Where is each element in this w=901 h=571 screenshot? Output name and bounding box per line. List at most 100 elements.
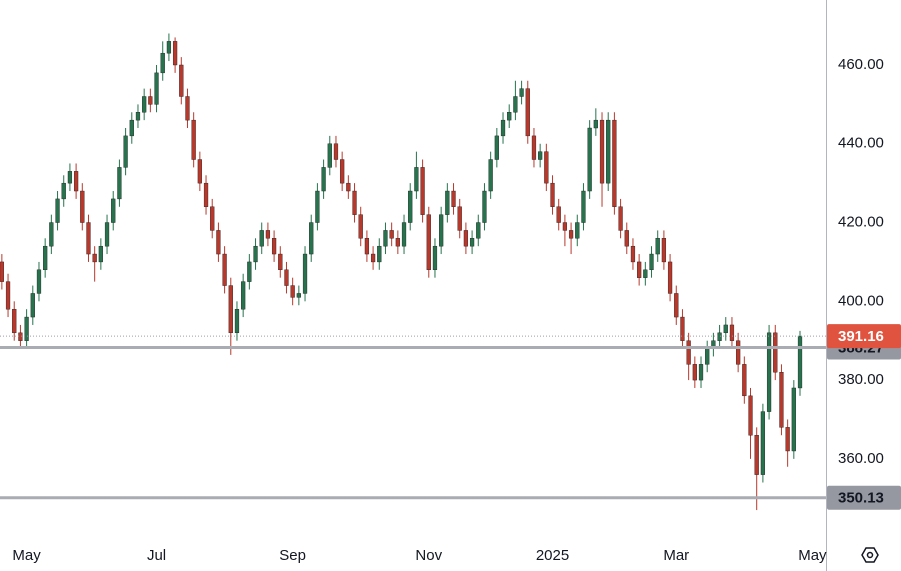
x-tick-label: Jul	[147, 547, 166, 564]
x-tick-label: Nov	[415, 547, 442, 564]
candle-body	[290, 285, 295, 298]
candle-body	[773, 332, 778, 373]
candle-body	[420, 167, 425, 215]
candle-body	[401, 222, 407, 247]
candle-body	[241, 281, 246, 310]
candle-body	[593, 119, 598, 129]
candle-body	[73, 171, 79, 192]
candle-body	[618, 206, 623, 231]
y-tick-label: 380.00	[838, 371, 884, 388]
candle-body	[302, 253, 308, 294]
candle-body	[469, 238, 475, 247]
candle-body	[488, 159, 493, 192]
x-tick-label: May	[798, 547, 827, 564]
candle-body	[278, 253, 283, 271]
settings-icon[interactable]	[861, 547, 879, 563]
candle-body	[476, 222, 481, 239]
candle-body	[49, 222, 54, 247]
candle-body	[507, 112, 512, 121]
candle-body	[24, 316, 29, 341]
candle-body	[30, 293, 35, 318]
candle-body	[104, 222, 110, 247]
candle-body	[426, 214, 431, 271]
candle-body	[766, 332, 772, 412]
x-tick-label: 2025	[536, 547, 569, 564]
candle-body	[568, 230, 574, 239]
candle-body	[538, 151, 543, 160]
candle-body	[562, 222, 568, 231]
candle-body	[760, 411, 766, 475]
candle-body	[519, 88, 524, 97]
settings-button[interactable]	[861, 547, 879, 563]
current-price-box	[827, 324, 901, 349]
candle-body	[797, 335, 803, 389]
candle-body	[364, 238, 370, 255]
candle-body	[160, 52, 165, 74]
candle-body	[414, 167, 419, 192]
settings-icon-center	[866, 551, 874, 559]
candle-body	[321, 167, 326, 192]
y-tick-label: 460.00	[838, 56, 884, 73]
y-tick-label: 420.00	[838, 214, 884, 231]
candle-body	[494, 135, 499, 160]
candle-body	[5, 281, 11, 310]
candle-body	[754, 435, 759, 475]
candle-body	[457, 206, 462, 231]
candle-body	[785, 427, 790, 452]
candle-body	[154, 72, 159, 105]
candle-body	[36, 269, 42, 294]
x-tick-label: May	[12, 547, 41, 564]
candle-body	[148, 96, 153, 105]
candle-body	[575, 222, 580, 239]
candle-body	[550, 182, 555, 207]
candle-body	[92, 253, 97, 263]
current-price-label: 391.16	[838, 328, 884, 345]
candle-body	[513, 96, 518, 113]
y-tick-label: 360.00	[838, 450, 884, 467]
candle-body	[637, 261, 642, 278]
candle-body	[661, 238, 667, 263]
candle-body	[80, 190, 85, 223]
candle-body	[500, 119, 506, 137]
candle-body	[358, 214, 363, 239]
candle-body	[18, 332, 23, 341]
candle-body	[271, 238, 277, 255]
candle-body	[111, 198, 116, 223]
candle-body	[117, 167, 122, 200]
y-tick-label: 440.00	[838, 135, 884, 152]
candle-body	[346, 182, 351, 192]
candle-body	[408, 190, 413, 223]
candle-body	[748, 395, 753, 436]
candle-body	[370, 253, 376, 263]
candle-body	[129, 119, 134, 137]
candle-body	[166, 41, 172, 54]
candle-body	[253, 245, 258, 263]
candle-body	[123, 135, 128, 168]
candle-body	[265, 230, 271, 239]
candle-body	[86, 222, 91, 255]
candle-body	[698, 364, 704, 381]
candle-body	[717, 332, 722, 341]
candle-body	[98, 245, 103, 263]
level-label: 350.13	[838, 490, 884, 507]
candle-body	[643, 269, 648, 278]
y-tick-label: 400.00	[838, 292, 884, 309]
candle-body	[185, 96, 190, 121]
candle-body	[723, 324, 728, 334]
candle-body	[55, 198, 60, 223]
candle-body	[544, 151, 549, 184]
candle-body	[445, 190, 450, 215]
candle-body	[191, 119, 196, 160]
candle-body	[587, 127, 592, 192]
candle-body	[197, 159, 202, 184]
candle-body	[439, 214, 444, 247]
level-label-box	[827, 485, 901, 510]
candle-body	[649, 253, 654, 271]
candle-body	[383, 230, 388, 247]
candle-body	[686, 340, 691, 365]
candle-body	[333, 143, 339, 160]
candle-body	[222, 253, 227, 286]
